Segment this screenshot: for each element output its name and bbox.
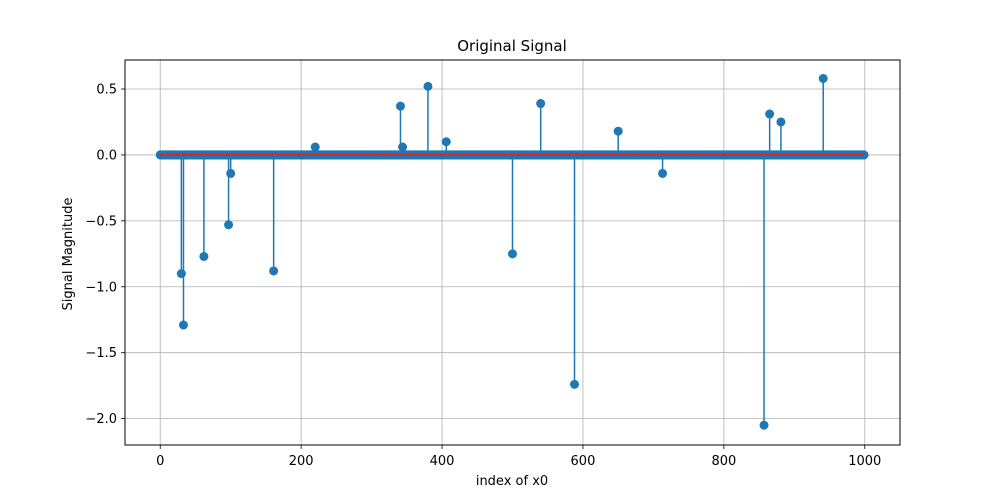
stem-marker (269, 266, 279, 276)
stem-marker (613, 126, 623, 136)
y-tick-label: −1.0 (85, 280, 117, 295)
x-axis-label: index of x0 (476, 474, 548, 489)
stem-marker (508, 249, 517, 259)
stem-marker (178, 320, 188, 330)
chart-title: Original Signal (457, 37, 567, 55)
stem-marker (423, 81, 433, 91)
y-tick-label: −2.0 (85, 412, 117, 427)
stem-marker (395, 101, 405, 111)
x-tick-label: 1000 (848, 454, 881, 469)
stem-marker (818, 73, 828, 83)
stem-marker (199, 251, 209, 261)
y-tick-label: 0.5 (96, 83, 117, 98)
stem-marker (441, 137, 451, 147)
stem-marker (226, 168, 236, 178)
x-tick-label: 0 (156, 454, 164, 469)
stem-markers (155, 73, 869, 430)
y-tick-label: 0.0 (96, 148, 117, 163)
x-tick-label: 600 (571, 454, 596, 469)
x-tick-label: 200 (289, 454, 314, 469)
x-tick-label: 800 (711, 454, 736, 469)
y-tick-label: −1.5 (85, 346, 117, 361)
y-tick-label: −0.5 (85, 214, 117, 229)
y-axis-label: Signal Magnitude (61, 198, 76, 311)
stem-lines (180, 78, 824, 426)
stem-marker (759, 420, 769, 430)
stem-marker (570, 379, 579, 389)
stem-marker (776, 117, 786, 127)
stem-marker (224, 220, 234, 230)
plot-frame (124, 59, 901, 446)
stem-marker (310, 142, 320, 152)
stem-marker (398, 142, 408, 152)
x-tick-label: 400 (430, 454, 455, 469)
stem-marker (765, 109, 775, 119)
stem-marker (658, 168, 668, 178)
x-axis-ticks: 0 200 400 600 800 1000 (156, 445, 881, 469)
stem-marker (536, 99, 546, 109)
stem-marker (176, 269, 186, 279)
y-axis-ticks: −2.0 −1.5 −1.0 −0.5 0.0 0.5 (85, 83, 125, 427)
